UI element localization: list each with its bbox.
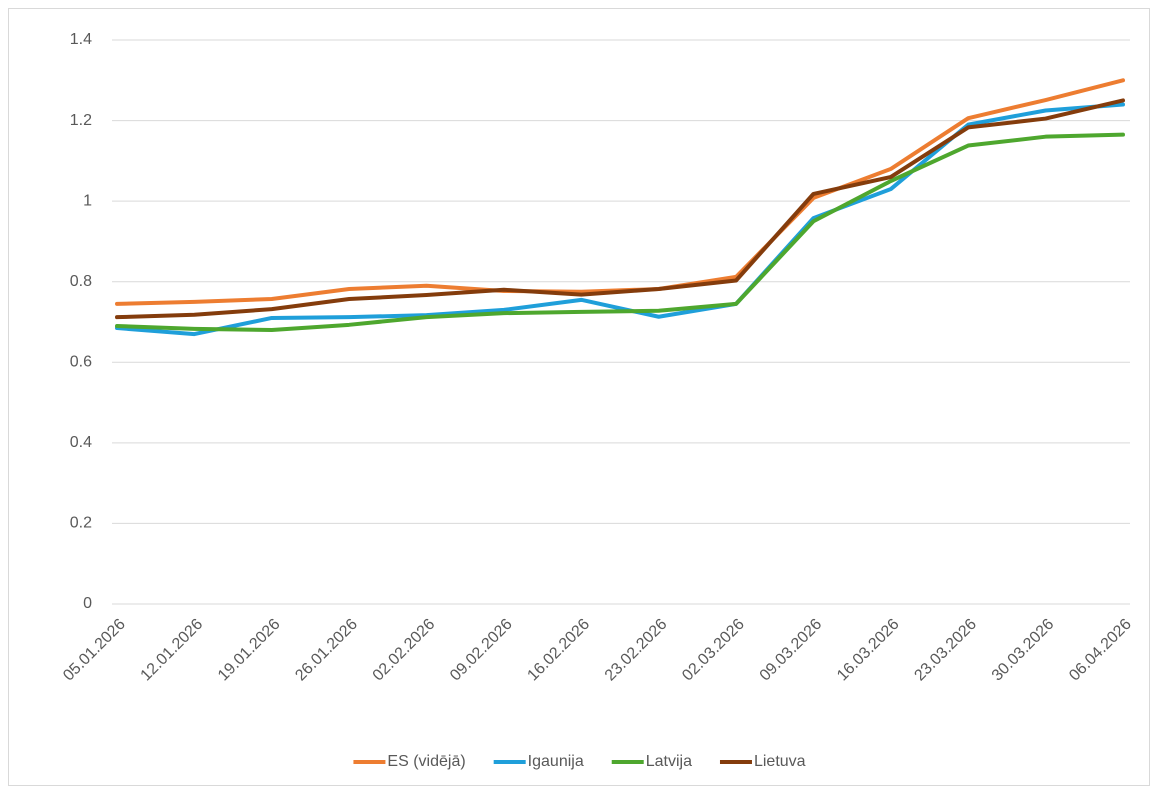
legend-label: ES (vidējā): [387, 753, 465, 770]
series-line: [115, 98, 1125, 320]
y-tick-label: 0.6: [70, 354, 92, 371]
y-tick-label: 0: [83, 595, 92, 612]
legend-label: Latvija: [646, 753, 692, 770]
y-tick-label: 1.2: [70, 112, 92, 129]
chart-frame: [8, 8, 1150, 786]
y-tick-label: 1: [83, 192, 92, 209]
legend-label: Lietuva: [754, 753, 806, 770]
y-tick-label: 0.8: [70, 273, 92, 290]
y-tick-label: 0.4: [70, 434, 92, 451]
legend-label: Igaunija: [528, 753, 584, 770]
series-line: [115, 132, 1125, 333]
y-tick-label: 1.4: [70, 31, 92, 48]
y-tick-label: 0.2: [70, 515, 92, 532]
